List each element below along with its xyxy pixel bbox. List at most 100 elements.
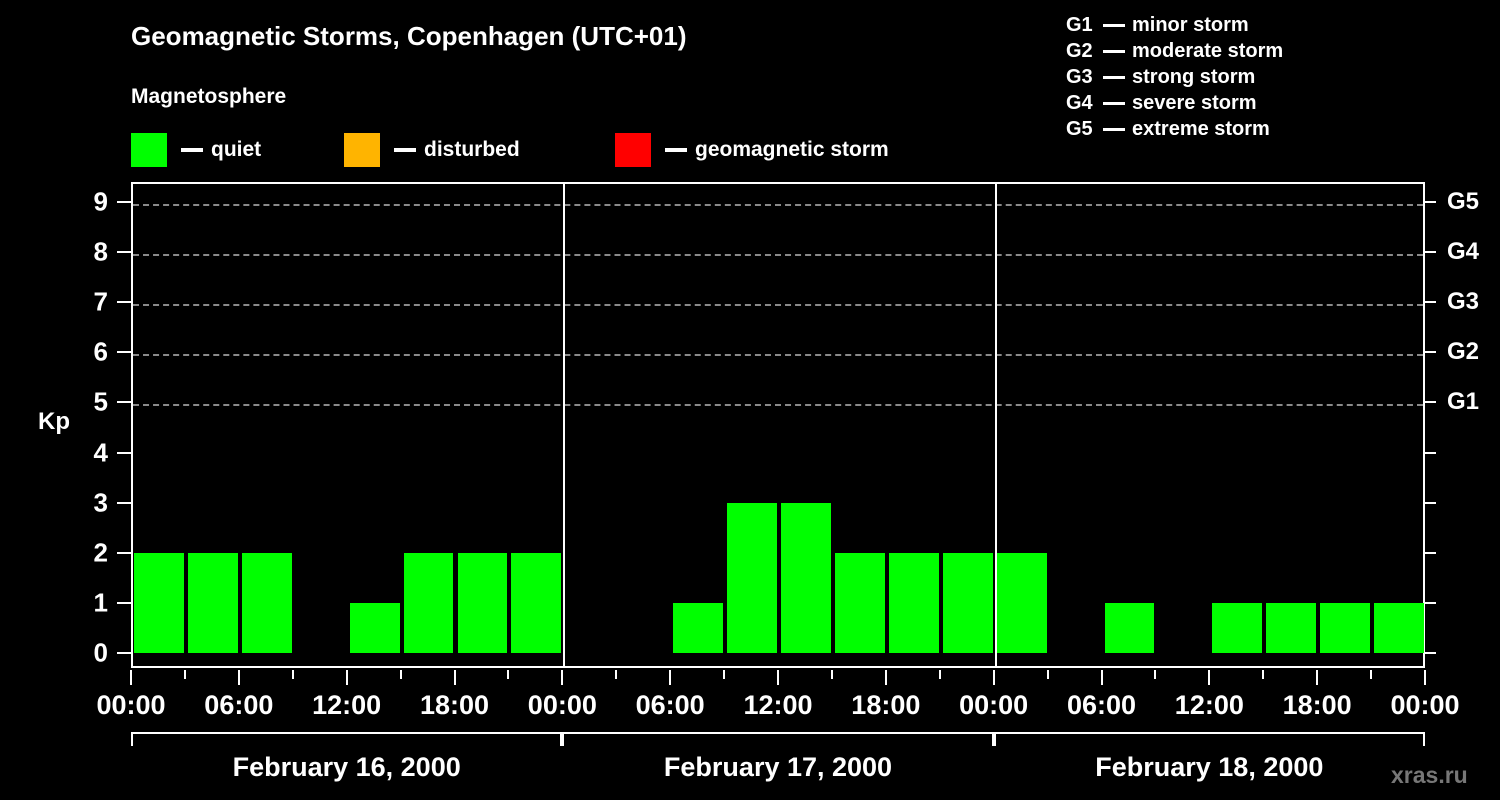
bar	[511, 552, 562, 653]
x-tick-mark	[1262, 670, 1265, 679]
x-tick-label: 12:00	[312, 690, 382, 720]
right-axis-tick-mark	[1425, 401, 1436, 404]
x-tick-mark	[938, 670, 941, 679]
x-tick-label: 00:00	[959, 690, 1029, 720]
storm-scale-code: G5	[1066, 118, 1093, 140]
x-tick-mark	[291, 670, 294, 679]
bar	[187, 552, 238, 653]
x-tick-mark	[615, 670, 618, 679]
x-tick-mark	[884, 670, 887, 685]
right-axis-tick-mark	[1425, 201, 1436, 203]
y-tick-label-2: 2	[93, 537, 108, 568]
y-tick-label-0: 0	[93, 637, 108, 668]
x-tick-mark	[453, 670, 456, 685]
y-tick-mark-4	[117, 451, 131, 454]
y-tick-label-3: 3	[93, 487, 108, 518]
watermark: xras.ru	[1391, 762, 1468, 788]
storm-scale-code: G1	[1066, 14, 1093, 36]
y-tick-label-6: 6	[93, 336, 108, 367]
storm-scale-desc: extreme storm	[1132, 118, 1270, 140]
legend-dash-icon	[665, 148, 687, 152]
storm-scale-desc: severe storm	[1132, 92, 1257, 114]
gridline-kp-7	[133, 304, 1423, 307]
x-tick-label: 00:00	[96, 690, 166, 720]
x-tick-mark	[992, 670, 995, 685]
bar	[134, 552, 184, 653]
legend-dash-icon	[181, 148, 203, 152]
day-bracket-1	[131, 732, 563, 746]
right-axis-tick-mark	[1425, 652, 1436, 654]
gridline-kp-8	[133, 254, 1423, 257]
y-axis-label: Kp	[38, 408, 70, 435]
bar	[1212, 602, 1263, 653]
y-tick-mark-8	[117, 251, 131, 254]
storm-scale-row-g2: G2 moderate storm	[1066, 38, 1486, 64]
day-divider-1	[563, 184, 566, 666]
bar	[349, 602, 400, 653]
y-tick-label-1: 1	[93, 587, 108, 618]
y-tick-mark-2	[117, 551, 131, 554]
y-tick-label-4: 4	[93, 437, 108, 468]
legend-item-quiet: quiet	[131, 133, 261, 167]
bar	[1320, 602, 1371, 653]
plot-area	[131, 182, 1425, 668]
x-tick-label: 18:00	[1282, 690, 1352, 720]
bar	[996, 552, 1047, 653]
storm-scale-legend: G1 minor storm G2 moderate storm G3 strong st…	[1066, 12, 1486, 142]
bar	[727, 502, 777, 653]
x-tick-mark	[1154, 670, 1157, 679]
y-tick-label-9: 9	[93, 186, 108, 217]
bar	[673, 602, 724, 653]
bar	[1104, 602, 1155, 653]
x-tick-mark	[830, 670, 833, 679]
storm-scale-dash-icon	[1103, 75, 1125, 79]
gridline-kp-6	[133, 354, 1423, 357]
day-divider-2	[994, 184, 997, 666]
x-tick-mark	[237, 670, 240, 685]
x-tick-label: 12:00	[743, 690, 813, 720]
y-tick-mark-1	[117, 601, 131, 604]
storm-scale-dash-icon	[1103, 127, 1125, 131]
storm-scale-dash-icon	[1103, 101, 1125, 105]
x-tick-mark	[669, 670, 672, 685]
x-tick-mark	[1046, 670, 1049, 679]
bar	[457, 552, 508, 653]
storm-scale-desc: strong storm	[1132, 66, 1256, 88]
right-axis-tick-mark	[1425, 301, 1436, 304]
legend-dash-icon	[394, 148, 416, 152]
y-tick-mark-0	[117, 652, 131, 654]
legend-label-quiet: quiet	[211, 138, 262, 161]
bar	[1374, 602, 1424, 653]
page-title: Geomagnetic Storms, Copenhagen (UTC+01)	[131, 21, 687, 51]
x-tick-label: 00:00	[527, 690, 597, 720]
g-tick-label-g4: G4	[1447, 238, 1480, 266]
bar	[241, 552, 292, 653]
x-tick-label: 18:00	[419, 690, 490, 720]
day-bracket-3	[993, 732, 1425, 746]
storm-scale-row-g1: G1 minor storm	[1066, 12, 1486, 38]
legend-swatch-quiet-icon	[131, 133, 167, 167]
storm-scale-code: G3	[1066, 66, 1093, 88]
g-tick-label-g3: G3	[1447, 288, 1480, 316]
bar	[403, 552, 454, 653]
g-tick-label-g5: G5	[1447, 188, 1480, 215]
y-tick-mark-9	[117, 201, 131, 203]
x-tick-mark	[130, 670, 132, 685]
x-tick-mark	[183, 670, 186, 679]
storm-scale-desc: minor storm	[1132, 14, 1249, 36]
right-axis-tick-mark	[1425, 551, 1436, 554]
bar	[781, 502, 831, 653]
storm-scale-row-g3: G3 strong storm	[1066, 64, 1486, 90]
x-tick-label: 00:00	[1390, 690, 1460, 720]
gridline-kp-5	[133, 404, 1423, 407]
bar	[942, 552, 993, 653]
storm-scale-row-g5: G5 extreme storm	[1066, 116, 1486, 142]
gridline-kp-9	[133, 204, 1423, 206]
g-tick-label-g2: G2	[1447, 338, 1480, 366]
day-label-3: February 18, 2000	[1095, 752, 1324, 782]
x-tick-mark	[1100, 670, 1103, 685]
x-tick-mark	[777, 670, 779, 685]
legend-swatch-geomagnetic-storm-icon	[615, 133, 651, 167]
y-tick-mark-6	[117, 351, 131, 354]
x-tick-mark	[723, 670, 726, 679]
